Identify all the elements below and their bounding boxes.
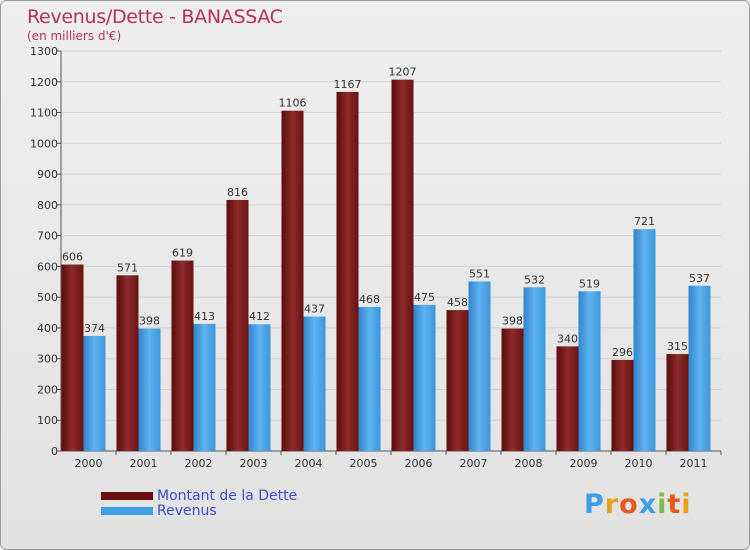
bar-revenus-2011	[688, 285, 711, 451]
bar-debt-2000	[61, 264, 84, 451]
xtick-label-2010: 2010	[625, 457, 653, 470]
bar-revenus-2000	[83, 335, 106, 451]
bar-revenus-2003	[248, 324, 271, 451]
data-label-revenus-2003: 412	[249, 310, 270, 323]
ytick-label-1200: 1200	[30, 76, 58, 89]
xtick-label-2009: 2009	[570, 457, 598, 470]
bar-revenus-2008	[523, 287, 546, 451]
bar-revenus-2001	[138, 328, 161, 451]
xtick-label-2011: 2011	[680, 457, 708, 470]
bar-debt-2002	[171, 260, 194, 451]
legend-item-debt: Montant de la Dette	[101, 488, 297, 504]
ytick-label-300: 300	[37, 353, 58, 366]
ytick-label-900: 900	[37, 168, 58, 181]
bars	[61, 79, 711, 451]
data-label-debt-2004: 1106	[279, 97, 307, 110]
bar-revenus-2006	[413, 304, 436, 451]
data-label-revenus-2007: 551	[469, 267, 490, 280]
data-label-debt-2005: 1167	[334, 78, 362, 91]
data-label-revenus-2000: 374	[84, 322, 105, 335]
legend-swatch-debt	[101, 492, 153, 500]
bar-debt-2004	[281, 110, 304, 451]
chart-subtitle: (en milliers d'€)	[27, 29, 122, 43]
bar-debt-2010	[611, 359, 634, 451]
logo-letter: r	[604, 489, 620, 520]
chart-title: Revenus/Dette - BANASSAC	[27, 6, 283, 28]
ytick-label-600: 600	[37, 260, 58, 273]
legend-label-debt: Montant de la Dette	[157, 488, 298, 504]
ytick-label-200: 200	[37, 383, 58, 396]
data-label-debt-2010: 296	[612, 346, 633, 359]
proxiti-logo: Proxiti	[584, 489, 692, 520]
xtick-label-2008: 2008	[515, 457, 543, 470]
bar-revenus-2007	[468, 281, 491, 451]
data-label-revenus-2008: 532	[524, 273, 545, 286]
ytick-label-700: 700	[37, 230, 58, 243]
logo-letter: t	[667, 489, 682, 520]
bar-debt-2007	[446, 310, 469, 451]
logo-letter: i	[657, 489, 668, 520]
logo-letter: P	[584, 489, 605, 520]
xtick-label-2006: 2006	[405, 457, 433, 470]
ytick-label-1100: 1100	[30, 107, 58, 120]
data-label-revenus-2004: 437	[304, 303, 325, 316]
bar-debt-2003	[226, 199, 249, 451]
logo-letter: x	[638, 489, 658, 520]
bar-revenus-2010	[633, 229, 656, 451]
legend-swatch-revenus	[101, 507, 153, 515]
xtick-label-2003: 2003	[240, 457, 268, 470]
xtick-label-2007: 2007	[460, 457, 488, 470]
logo-letter: o	[619, 489, 639, 520]
data-label-debt-2007: 458	[447, 296, 468, 309]
axes: 0 100 200 300 400 500 600 700 800 900 1000 1100 1200…	[30, 45, 722, 470]
data-label-revenus-2011: 537	[689, 272, 710, 285]
bar-debt-2009	[556, 346, 579, 451]
bar-debt-2011	[666, 354, 689, 451]
data-labels: 606 374 571 398 619 413 816 412 1106 437 1167 468 12…	[62, 66, 710, 359]
ytick-label-400: 400	[37, 322, 58, 335]
data-label-debt-2000: 606	[62, 251, 83, 264]
bar-debt-2005	[336, 91, 359, 451]
xtick-label-2000: 2000	[75, 457, 103, 470]
bar-revenus-2005	[358, 307, 381, 451]
ytick-label-100: 100	[37, 414, 58, 427]
ytick-label-0: 0	[51, 445, 58, 458]
data-label-revenus-2001: 398	[139, 315, 160, 328]
ytick-label-1000: 1000	[30, 137, 58, 150]
ytick-label-1300: 1300	[30, 45, 58, 58]
xtick-label-2004: 2004	[295, 457, 323, 470]
data-label-revenus-2010: 721	[634, 215, 655, 228]
bar-revenus-2009	[578, 291, 601, 451]
bar-revenus-2004	[303, 316, 326, 451]
bar-debt-2001	[116, 275, 139, 451]
legend-item-revenus: Revenus	[101, 503, 217, 519]
data-label-debt-2008: 398	[502, 315, 523, 328]
data-label-debt-2003: 816	[227, 186, 248, 199]
data-label-revenus-2006: 475	[414, 291, 435, 304]
data-label-revenus-2002: 413	[194, 310, 215, 323]
xtick-label-2002: 2002	[185, 457, 213, 470]
bar-revenus-2002	[193, 323, 216, 451]
bar-debt-2006	[391, 79, 414, 451]
data-label-debt-2002: 619	[172, 247, 193, 260]
legend-label-revenus: Revenus	[157, 503, 217, 519]
xtick-label-2001: 2001	[130, 457, 158, 470]
ytick-label-500: 500	[37, 291, 58, 304]
data-label-debt-2009: 340	[557, 332, 578, 345]
grid-lines	[61, 50, 721, 421]
data-label-debt-2011: 315	[667, 340, 688, 353]
data-label-revenus-2009: 519	[579, 277, 600, 290]
data-label-debt-2006: 1207	[389, 66, 417, 79]
xtick-label-2005: 2005	[350, 457, 378, 470]
data-label-revenus-2005: 468	[359, 293, 380, 306]
data-label-debt-2001: 571	[117, 261, 138, 274]
bar-debt-2008	[501, 328, 524, 451]
ytick-label-800: 800	[37, 199, 58, 212]
logo-letter: i	[681, 489, 692, 520]
